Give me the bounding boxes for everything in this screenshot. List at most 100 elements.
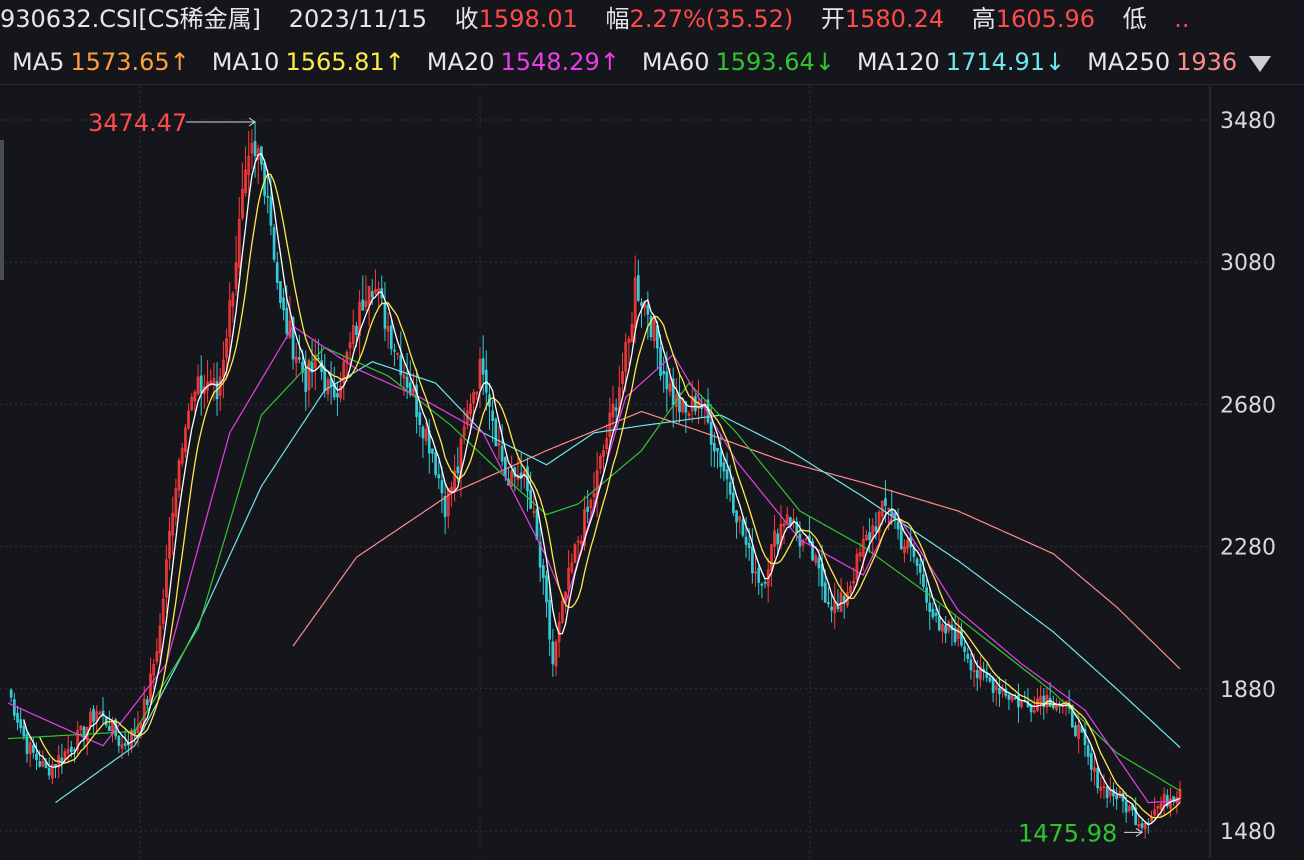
candle-body [1159,803,1163,810]
candle-body [146,699,149,706]
candle-body [155,651,159,662]
candle-body [168,530,171,559]
candle-body [336,393,339,398]
candle-body [814,555,818,563]
candle-body [1169,798,1172,809]
candle-body [149,673,152,703]
candle-body [377,288,380,292]
candle-body [1178,788,1182,799]
candle-body [877,511,881,533]
candle-body [1074,725,1077,736]
candle-body [1102,785,1106,788]
candle-body [108,725,111,732]
candle-body [633,277,637,329]
candle-body [1086,745,1090,757]
candle-body [177,460,181,491]
chevron-down-icon[interactable] [1246,48,1276,78]
candle-body [763,581,767,584]
candle-body [472,392,475,404]
candle-body [652,320,656,341]
y-tick-label: 3080 [1220,251,1276,276]
candle-body [548,599,552,640]
candle-body [776,533,780,545]
candle-body [583,509,586,546]
candle-body [237,218,241,268]
candle-body [662,370,666,375]
candle-body [614,407,618,411]
y-tick-label: 2280 [1220,536,1276,561]
candle-body [70,746,73,753]
open-value: 1580.24 [844,5,945,33]
candle-body [998,687,1001,695]
low-label: 低 [1122,5,1147,33]
candle-body [1137,824,1141,827]
candle-body [817,557,821,569]
candle-body [738,516,742,521]
ma-legend-label: MA20 [426,48,495,76]
candle-body [12,699,16,716]
candle-body [358,302,361,336]
candle-body [158,625,162,654]
candle-body [301,361,304,373]
candle-body [481,358,485,375]
candle-body [884,498,887,507]
candle-body [1036,698,1039,711]
candle-body [405,376,409,388]
candle-body [415,384,418,417]
candle-body [937,616,941,631]
candle-body [678,392,681,413]
candle-body [139,723,143,729]
candle-body [918,563,922,573]
candle-body [152,664,156,676]
ma250-line [292,410,1181,670]
candle-body [956,628,960,639]
ma20-line [7,325,1181,804]
candle-body [605,438,609,450]
candle-body [716,447,719,452]
quote-header: 930632.CSI[CS稀金属] 2023/11/15 收1598.01 幅2… [0,0,1304,38]
candle-body [722,462,726,472]
open-label: 开 [820,5,845,33]
candle-body [586,506,590,512]
candle-body [54,763,57,767]
candle-body [497,443,501,446]
candle-body [348,342,352,349]
candle-body [503,457,507,477]
candle-body [421,426,425,439]
candle-body [922,574,925,588]
candle-body [541,565,545,578]
candle-body [979,666,982,680]
candle-body [408,382,412,395]
candle-body [963,646,966,652]
candle-body [275,262,279,283]
candle-body [896,521,900,530]
ma-legend-item: MA250 1936 [1075,42,1237,82]
candle-body [431,448,434,454]
candle-body [849,585,852,594]
candle-body [865,534,868,541]
candle-body [279,281,282,303]
close-label: 收 [454,5,479,33]
candle-body [1165,795,1169,807]
candle-body [196,376,200,395]
candle-body [101,710,105,715]
candle-body [171,512,175,536]
candle-body [1115,794,1118,800]
candle-body [925,587,928,603]
candle-body [500,445,504,462]
candle-body [887,507,890,510]
header-divider [0,84,1304,85]
candle-body [456,466,460,474]
candle-body [120,744,124,749]
candle-body [184,427,187,453]
candle-body [418,412,422,425]
ma10-line [39,173,1181,819]
candle-body [627,338,631,343]
candle-body [839,592,843,612]
high-value: 1605.96 [995,5,1096,33]
ma-legend-item: MA20 1548.29↑ [415,42,620,82]
candle-body [440,480,444,494]
candle-body [50,764,54,779]
candle-body [994,685,998,690]
